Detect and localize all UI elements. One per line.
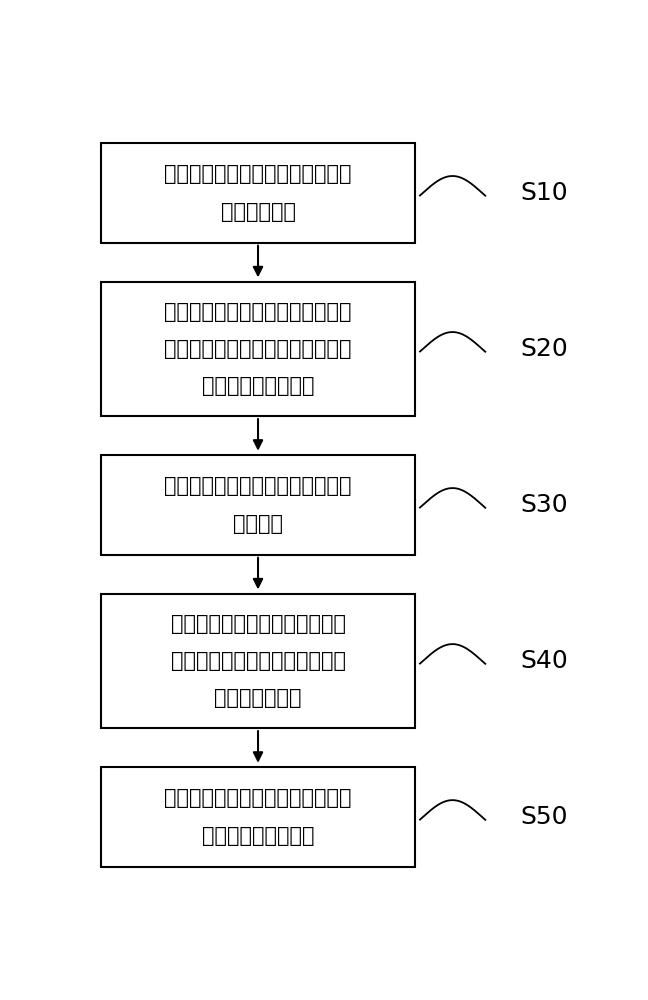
Text: 热交换器冷侧流出的冷流体混合: 热交换器冷侧流出的冷流体混合 [170,651,345,671]
Text: 形成混合燃料流: 形成混合燃料流 [214,688,302,708]
Text: S20: S20 [520,337,568,361]
Text: 绕过汽化器作为热交换器冷侧的冷: 绕过汽化器作为热交换器冷侧的冷 [165,339,352,359]
Text: S50: S50 [520,805,568,829]
Bar [101,455,415,555]
Text: S30: S30 [520,493,568,517]
Text: 燃料在足以实现期望的流速的压力: 燃料在足以实现期望的流速的压力 [165,164,352,184]
Text: 具有部分汽化或没有汽化的旁路流: 具有部分汽化或没有汽化的旁路流 [165,302,352,322]
Text: 从汽化器流出的剩余部分流与从: 从汽化器流出的剩余部分流与从 [170,614,345,634]
Bar [101,143,415,243]
Text: S10: S10 [520,181,568,205]
Bar [101,282,415,416]
Bar [101,767,415,867]
Text: 混合燃料流作为热交换器暖侧的暖: 混合燃料流作为热交换器暖侧的暖 [165,788,352,808]
Text: S40: S40 [520,649,568,673]
Text: 至汽化器: 至汽化器 [233,514,283,534]
Text: 流体提供至热交换器: 流体提供至热交换器 [202,826,314,846]
Text: 流体分流至热交换器: 流体分流至热交换器 [202,376,314,396]
Text: 下提供至车辆: 下提供至车辆 [220,202,295,222]
Bar [101,594,415,728]
Text: 燃料的剩余部分作为第二部分提供: 燃料的剩余部分作为第二部分提供 [165,476,352,496]
